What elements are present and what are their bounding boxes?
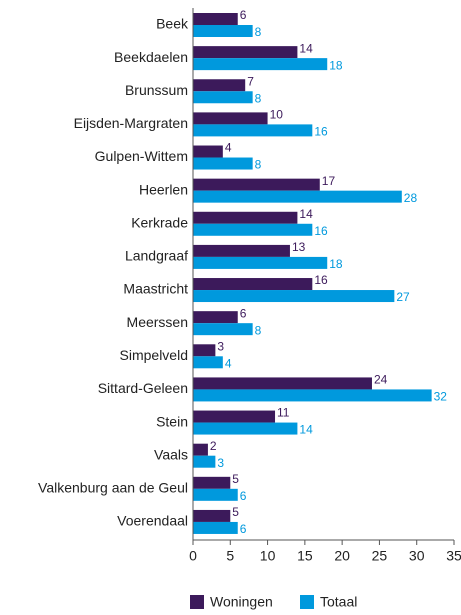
y-tick-label: Stein xyxy=(156,413,188,429)
bar xyxy=(193,157,253,170)
x-tick-label: 35 xyxy=(446,548,461,564)
value-label: 17 xyxy=(322,174,336,188)
bar xyxy=(193,223,313,236)
y-tick-label: Simpelveld xyxy=(120,347,188,363)
value-label: 5 xyxy=(232,505,239,519)
legend-label: Totaal xyxy=(320,594,357,610)
bar xyxy=(193,488,238,501)
bar xyxy=(193,443,208,456)
bar xyxy=(193,145,223,158)
value-label: 8 xyxy=(255,25,262,39)
value-label: 28 xyxy=(404,191,418,205)
bar xyxy=(193,323,253,336)
bar xyxy=(193,211,298,224)
bar xyxy=(193,13,238,25)
bar xyxy=(193,521,238,534)
bar xyxy=(193,91,253,104)
value-label: 6 xyxy=(240,8,247,22)
value-label: 3 xyxy=(217,456,224,470)
bar xyxy=(193,389,432,402)
value-label: 14 xyxy=(299,41,313,55)
value-label: 10 xyxy=(270,108,284,122)
bar xyxy=(193,509,231,522)
x-tick-label: 20 xyxy=(334,548,350,564)
y-tick-label: Gulpen-Wittem xyxy=(95,148,188,164)
value-label: 16 xyxy=(314,125,328,139)
value-label: 5 xyxy=(232,472,239,486)
x-tick-label: 25 xyxy=(372,548,388,564)
y-tick-label: Eijsden-Margraten xyxy=(74,115,188,131)
bar xyxy=(193,46,298,59)
value-label: 6 xyxy=(240,522,247,536)
value-label: 4 xyxy=(225,141,232,155)
bar xyxy=(193,476,231,489)
bar xyxy=(193,278,313,291)
value-label: 7 xyxy=(247,74,254,88)
value-label: 14 xyxy=(299,423,313,437)
bar xyxy=(193,377,372,390)
y-tick-label: Beek xyxy=(156,16,189,32)
x-tick-label: 0 xyxy=(189,548,197,564)
y-tick-label: Vaals xyxy=(154,446,188,462)
value-label: 13 xyxy=(292,240,306,254)
value-label: 6 xyxy=(240,489,247,503)
legend-label: Woningen xyxy=(210,594,273,610)
y-tick-label: Beekdaelen xyxy=(114,49,188,65)
value-label: 3 xyxy=(217,339,224,353)
y-tick-label: Valkenburg aan de Geul xyxy=(38,480,188,496)
value-label: 8 xyxy=(255,158,262,172)
x-tick-label: 5 xyxy=(226,548,234,564)
bar xyxy=(193,190,402,203)
x-tick-label: 15 xyxy=(297,548,313,564)
bar xyxy=(193,410,276,423)
value-label: 6 xyxy=(240,306,247,320)
legend-swatch xyxy=(300,595,314,609)
y-tick-label: Voerendaal xyxy=(117,513,188,529)
bar xyxy=(193,79,246,92)
value-label: 4 xyxy=(225,356,232,370)
bar xyxy=(193,178,320,191)
value-label: 16 xyxy=(314,224,328,238)
value-label: 32 xyxy=(434,390,448,404)
value-label: 14 xyxy=(299,207,313,221)
y-tick-label: Sittard-Geleen xyxy=(98,380,188,396)
y-tick-label: Heerlen xyxy=(139,181,188,197)
y-tick-label: Landgraaf xyxy=(125,248,188,264)
y-tick-label: Brunssum xyxy=(125,82,188,98)
bar xyxy=(193,311,238,324)
value-label: 18 xyxy=(329,58,343,72)
y-tick-label: Maastricht xyxy=(123,281,188,297)
bar xyxy=(193,112,268,125)
bar xyxy=(193,58,328,71)
bar xyxy=(193,344,216,357)
value-label: 18 xyxy=(329,257,343,271)
bar xyxy=(193,356,223,369)
bar xyxy=(193,256,328,269)
value-label: 27 xyxy=(396,290,410,304)
value-label: 8 xyxy=(255,323,262,337)
value-label: 2 xyxy=(210,439,217,453)
legend-swatch xyxy=(190,595,204,609)
value-label: 8 xyxy=(255,91,262,105)
bar xyxy=(193,422,298,435)
x-tick-label: 10 xyxy=(260,548,276,564)
value-label: 11 xyxy=(277,406,290,420)
bar xyxy=(193,25,253,37)
bar xyxy=(193,124,313,137)
bar xyxy=(193,290,395,303)
value-label: 16 xyxy=(314,273,328,287)
y-tick-label: Meerssen xyxy=(127,314,188,330)
bar xyxy=(193,244,290,257)
y-tick-label: Kerkrade xyxy=(131,214,188,230)
bar xyxy=(193,455,216,468)
x-tick-label: 30 xyxy=(409,548,425,564)
value-label: 24 xyxy=(374,373,388,387)
